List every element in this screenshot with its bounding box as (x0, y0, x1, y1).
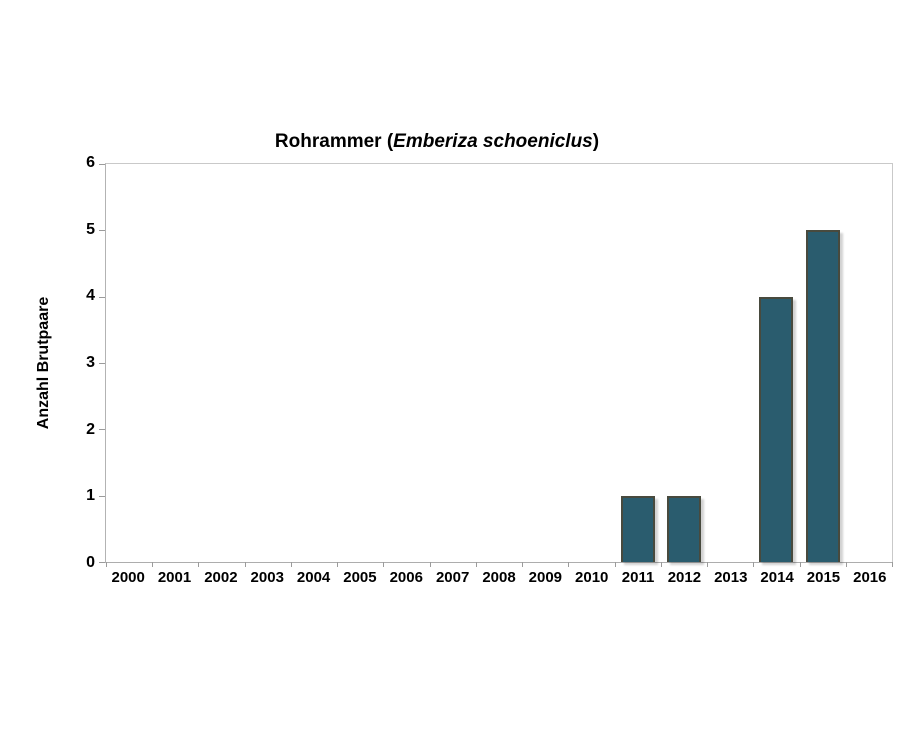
y-tick-label: 2 (86, 420, 95, 438)
x-axis-tick-labels: 2000 2001 2002 2003 2004 2005 2006 2007 2008 2009… (105, 569, 893, 592)
y-axis-tick-labels: 0 1 2 3 4 5 6 (0, 155, 95, 571)
y-tick (99, 495, 105, 497)
x-tick (152, 562, 154, 567)
x-tick (892, 562, 893, 567)
x-tick (290, 562, 292, 567)
x-tick-label: 2008 (482, 569, 516, 586)
x-tick (337, 562, 339, 567)
x-tick (429, 562, 431, 567)
x-tick-label: 2013 (714, 569, 748, 586)
x-tick-label: 2012 (667, 569, 702, 586)
x-tick-label: 2000 (111, 569, 145, 586)
y-tick-label: 0 (86, 554, 95, 571)
x-tick-label: 2006 (389, 569, 423, 586)
bar-2014 (759, 296, 794, 562)
bar-2011 (620, 495, 655, 562)
x-tick (244, 562, 246, 567)
chart-title: Rohrammer (Emberiza schoeniclus) (30, 131, 844, 153)
y-tick (99, 429, 105, 431)
y-tick (99, 164, 105, 165)
y-tick (99, 562, 105, 563)
x-tick (475, 562, 477, 567)
x-tick-label: 2010 (575, 569, 609, 586)
x-tick-label: 2011 (621, 569, 655, 586)
chart-title-species: Emberiza schoeniclus (393, 131, 593, 152)
y-tick-label: 5 (86, 220, 95, 238)
bar-2012 (666, 495, 701, 562)
x-tick (383, 562, 385, 567)
x-tick (522, 562, 524, 567)
x-tick-label: 2001 (157, 569, 192, 586)
x-tick (660, 562, 662, 567)
x-tick (198, 562, 200, 567)
x-tick (707, 562, 709, 567)
x-tick (845, 562, 847, 567)
x-tick (568, 562, 570, 567)
x-tick (106, 562, 107, 567)
y-ticks-layer (99, 164, 892, 563)
y-tick-label: 4 (86, 287, 95, 305)
x-tick-label: 2007 (435, 569, 470, 586)
y-tick (99, 363, 105, 364)
x-tick-label: 2002 (204, 569, 238, 586)
chart-title-suffix: ) (592, 131, 600, 152)
y-tick (99, 230, 105, 232)
x-tick-label: 2014 (760, 569, 794, 586)
x-tick-label: 2005 (343, 569, 377, 586)
plot-area (99, 163, 893, 567)
bars-layer (106, 164, 892, 562)
y-tick-label: 1 (86, 487, 95, 505)
y-tick (99, 296, 105, 298)
x-tick (614, 562, 616, 567)
chart-title-prefix: Rohrammer ( (274, 131, 394, 152)
bar-2015 (805, 230, 840, 562)
x-tick-label: 2004 (296, 569, 331, 586)
x-tick (799, 562, 801, 567)
x-tick (753, 562, 755, 567)
x-tick-label: 2003 (250, 569, 284, 586)
y-tick-label: 6 (86, 154, 95, 171)
x-ticks-layer (106, 164, 893, 567)
x-tick-label: 2015 (806, 569, 841, 586)
x-tick-label: 2016 (853, 569, 887, 586)
y-tick-label: 3 (86, 354, 95, 371)
x-tick-label: 2009 (528, 569, 563, 586)
